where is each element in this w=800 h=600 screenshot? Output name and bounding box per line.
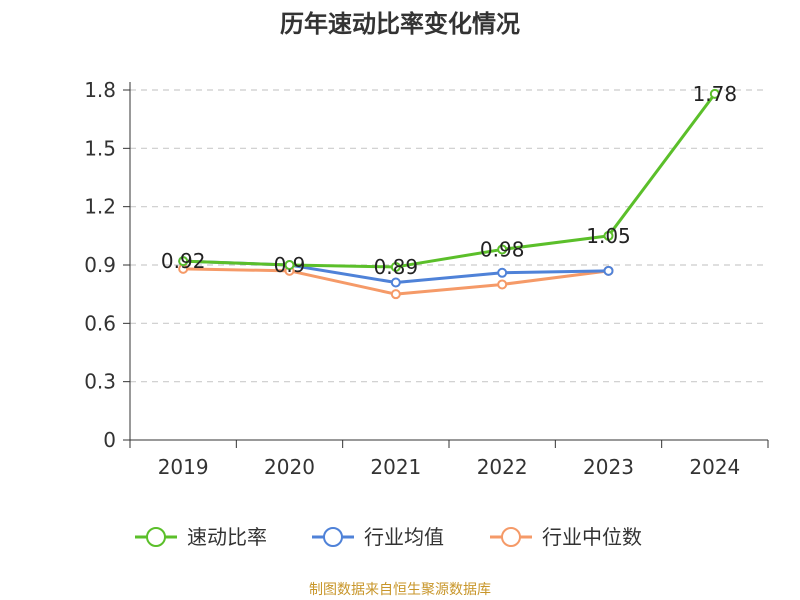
data-point (603, 230, 614, 241)
y-tick-label: 1.8 (84, 78, 116, 102)
x-tick-label: 2021 (370, 455, 421, 479)
series-group (178, 88, 720, 300)
legend-item-1: 行业均值 (312, 525, 444, 549)
source-note: 制图数据来自恒生聚源数据库 (309, 582, 491, 598)
y-tick-label: 1.2 (84, 195, 116, 219)
legend-marker (146, 527, 166, 547)
data-point (390, 289, 401, 300)
x-tick-label: 2024 (689, 455, 740, 479)
legend-marker (501, 527, 521, 547)
x-tick-label: 2020 (264, 455, 315, 479)
data-point (497, 279, 508, 290)
data-label: 1.78 (693, 82, 738, 106)
x-tick-label: 2019 (158, 455, 209, 479)
data-point (497, 267, 508, 278)
legend-label: 行业均值 (364, 525, 444, 549)
data-point (390, 277, 401, 288)
y-tick-label: 0.9 (84, 253, 116, 277)
data-point (709, 88, 720, 99)
data-label: 0.9 (274, 253, 306, 277)
legend-item-2: 行业中位数 (490, 525, 642, 549)
data-point (390, 261, 401, 272)
x-tick-label: 2022 (477, 455, 528, 479)
data-label: 0.89 (374, 255, 419, 279)
series-line-0 (183, 92, 717, 269)
data-point (284, 260, 295, 270)
legend: 速动比率 行业均值 行业中位数 (135, 525, 642, 549)
legend-label: 速动比率 (187, 525, 267, 549)
data-point (178, 256, 189, 267)
y-tick-label: 0 (103, 428, 116, 452)
chart-title: 历年速动比率变化情况 (280, 10, 520, 38)
data-label: 1.05 (586, 224, 631, 248)
data-point (603, 265, 614, 276)
data-point (497, 244, 508, 255)
y-tick-label: 0.3 (84, 370, 116, 394)
x-tick-label: 2023 (583, 455, 634, 479)
axes: 0 0.3 0.6 0.9 1.2 1.5 1.8 2019 2020 2021 2022 2023 2… (84, 78, 769, 479)
legend-item-0: 速动比率 (135, 525, 267, 549)
data-labels: 0.92 0.9 0.89 0.98 1.05 1.78 (161, 82, 737, 279)
legend-label: 行业中位数 (542, 525, 642, 549)
data-label: 0.92 (161, 249, 206, 273)
y-tick-label: 0.6 (84, 311, 116, 335)
y-tick-label: 1.5 (84, 136, 116, 160)
legend-marker (323, 527, 343, 547)
grid-lines (130, 89, 768, 383)
data-label: 0.98 (480, 237, 525, 261)
